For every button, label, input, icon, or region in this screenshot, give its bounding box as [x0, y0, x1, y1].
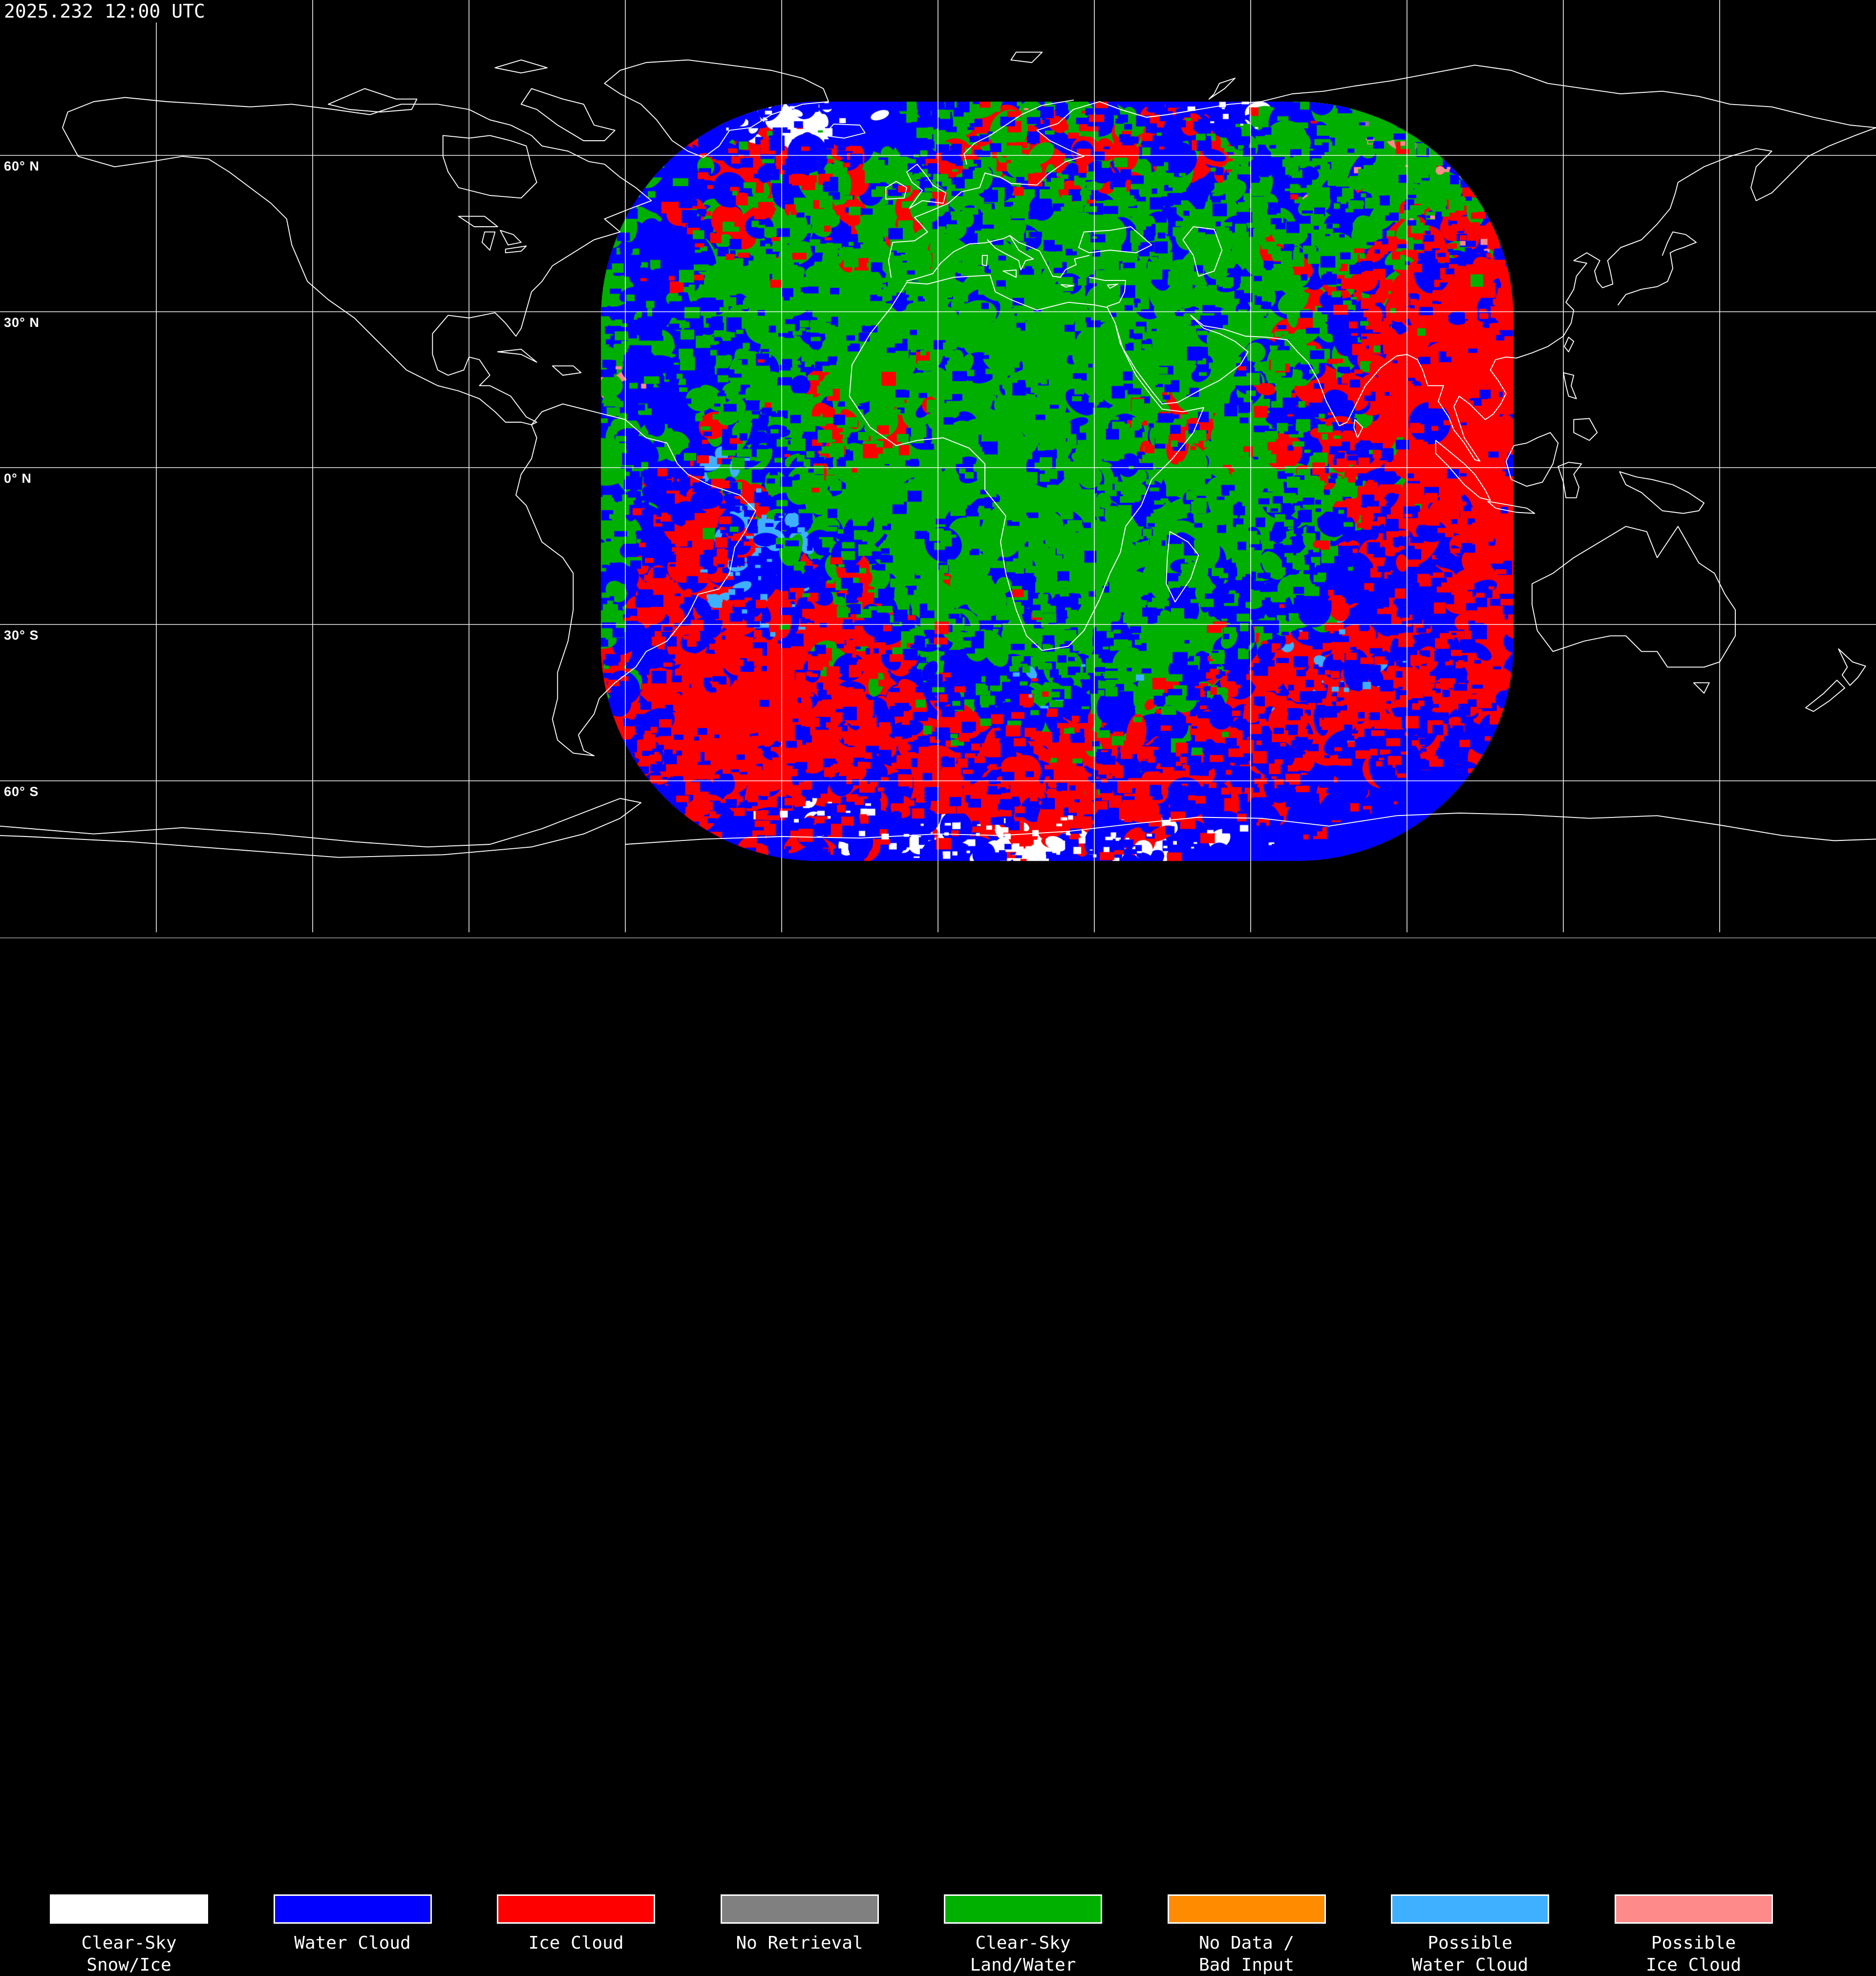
legend-label-no_data: No Data / Bad Input [1198, 1933, 1295, 1975]
legend-label-water_cloud: Water Cloud [294, 1933, 411, 1953]
legend-swatch-clear_land [944, 1894, 1102, 1924]
legend-swatch-no_data [1167, 1894, 1326, 1924]
gridlines-layer [0, 0, 1876, 932]
latitude-label: 60° S [2, 783, 44, 800]
legend-label-ice_cloud: Ice Cloud [528, 1933, 624, 1953]
legend-swatch-ice_cloud [497, 1894, 655, 1924]
legend-swatch-possible_ice [1614, 1894, 1773, 1924]
timestamp: 2025.232 12:00 UTC [4, 0, 208, 22]
legend-label-no_retrieval: No Retrieval [736, 1933, 863, 1953]
coastlines-layer [0, 51, 1876, 858]
latitude-label: 30° S [2, 627, 44, 644]
legend-swatch-no_retrieval [720, 1894, 879, 1924]
legend-label-clear_snow: Clear-Sky Snow/Ice [81, 1933, 177, 1975]
legend-label-possible_ice: Possible Ice Cloud [1645, 1933, 1742, 1975]
latitude-label: 0° N [2, 470, 37, 487]
legend-swatch-water_cloud [273, 1894, 432, 1924]
legend-label-possible_water: Possible Water Cloud [1411, 1933, 1529, 1975]
latitude-label: 30° N [2, 314, 44, 331]
legend-label-clear_land: Clear-Sky Land/Water [970, 1933, 1076, 1975]
legend-swatch-possible_water [1391, 1894, 1549, 1924]
legend: Clear-Sky Snow/Ice Water Cloud Ice Cloud No… [0, 938, 1876, 1975]
map-overlay [0, 0, 1876, 932]
latitude-label: 60° N [2, 158, 44, 175]
legend-swatch-clear_snow [50, 1894, 208, 1924]
